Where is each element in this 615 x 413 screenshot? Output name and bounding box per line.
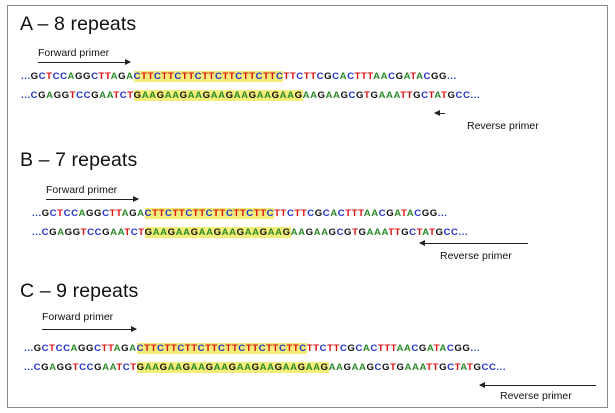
figure-frame: A – 8 repeats Forward primer ...GCTCCAGG… [7, 5, 608, 408]
panel-b: B – 7 repeats Forward primer ...GCTCCAGG… [8, 146, 607, 276]
top-strand: ...GCTCCAGGCTTAGACTTCTTCTTCTTCTTCTTCTTCT… [24, 343, 481, 354]
reverse-primer-arrow [434, 110, 445, 116]
forward-primer-arrow [46, 196, 139, 202]
reverse-primer-label: Reverse primer [440, 250, 512, 262]
panel-title: C – 9 repeats [20, 280, 139, 302]
top-strand: ...GCTCCAGGCTTAGACTTCTTCTTCTTCTTCTTCTTCT… [21, 71, 457, 82]
panel-c: C – 9 repeats Forward primer ...GCTCCAGG… [8, 272, 607, 409]
reverse-primer-label: Reverse primer [467, 120, 539, 132]
forward-primer-label: Forward primer [42, 311, 114, 323]
bottom-strand: ...CGAGGTCCGAATCTGAAGAAGAAGAAGAAGAAGAAGA… [24, 362, 507, 373]
reverse-primer-arrow [479, 382, 596, 388]
panel-a: A – 8 repeats Forward primer ...GCTCCAGG… [8, 6, 607, 141]
bottom-strand: ...CGAGGTCCGAATCTGAAGAAGAAGAAGAAGAAGAAGA… [32, 227, 469, 238]
reverse-primer-label: Reverse primer [500, 390, 572, 402]
bottom-strand: ...CGAGGTCCGAATCTGAAGAAGAAGAAGAAGAAGAAGA… [21, 90, 481, 101]
forward-primer-arrow [42, 326, 137, 332]
forward-primer-label: Forward primer [46, 184, 118, 196]
reverse-primer-arrow [419, 240, 528, 246]
forward-primer-arrow [38, 59, 131, 65]
forward-primer-label: Forward primer [38, 47, 110, 59]
panel-title: A – 8 repeats [20, 13, 137, 35]
panel-title: B – 7 repeats [20, 149, 138, 171]
top-strand: ...GCTCCAGGCTTAGACTTCTTCTTCTTCTTCTTCTTCT… [32, 208, 448, 219]
